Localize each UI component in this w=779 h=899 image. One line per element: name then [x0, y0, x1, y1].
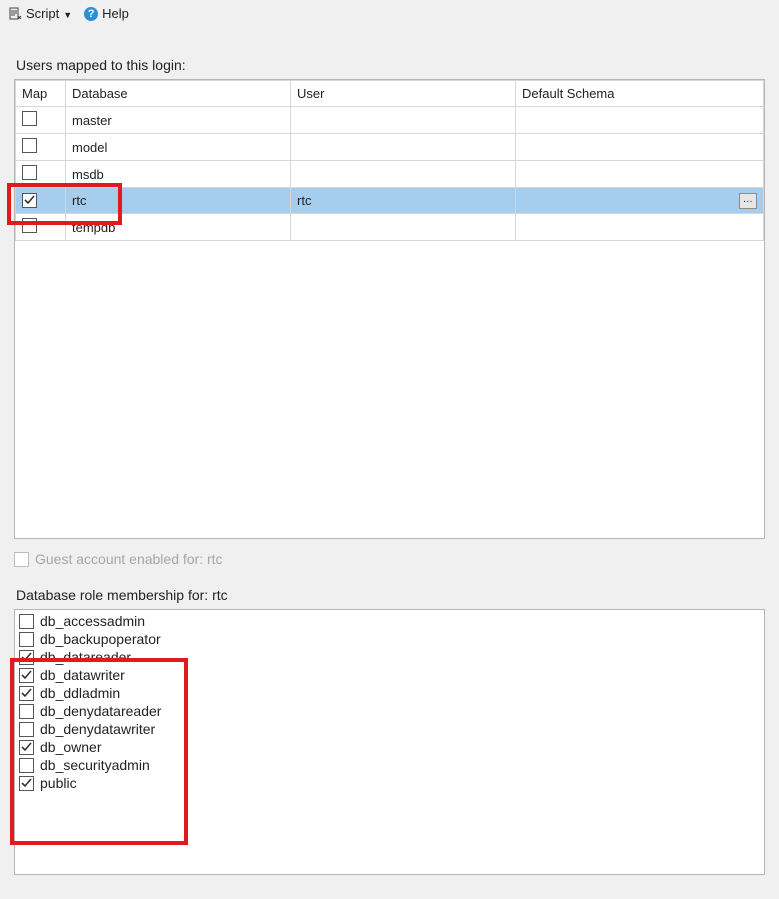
map-checkbox[interactable]	[22, 111, 37, 126]
role-row[interactable]: db_datawriter	[17, 666, 762, 684]
role-label: public	[40, 775, 77, 791]
map-checkbox[interactable]	[22, 165, 37, 180]
role-label: db_backupoperator	[40, 631, 161, 647]
map-cell	[16, 107, 66, 134]
table-row[interactable]: tempdb	[16, 214, 764, 241]
database-cell[interactable]: msdb	[66, 161, 291, 188]
user-cell[interactable]	[291, 134, 516, 161]
users-grid-header: Map Database User Default Schema	[16, 81, 764, 107]
role-checkbox[interactable]	[19, 758, 34, 773]
role-row[interactable]: db_backupoperator	[17, 630, 762, 648]
table-row[interactable]: msdb	[16, 161, 764, 188]
users-grid-container: Map Database User Default Schema masterm…	[14, 79, 765, 539]
role-label: db_denydatawriter	[40, 721, 155, 737]
roles-listbox: db_accessadmin db_backupoperator db_datare…	[14, 609, 765, 875]
role-checkbox[interactable]	[19, 686, 34, 701]
role-label: db_owner	[40, 739, 102, 755]
col-header-map[interactable]: Map	[16, 81, 66, 107]
role-row[interactable]: db_datareader	[17, 648, 762, 666]
database-cell[interactable]: model	[66, 134, 291, 161]
role-label: db_securityadmin	[40, 757, 150, 773]
browse-schema-button[interactable]: ...	[739, 193, 757, 209]
role-label: db_ddladmin	[40, 685, 120, 701]
role-label: db_accessadmin	[40, 613, 145, 629]
database-cell[interactable]: rtc	[66, 188, 291, 214]
help-icon: ?	[84, 7, 98, 21]
users-grid: Map Database User Default Schema masterm…	[15, 80, 764, 241]
help-button[interactable]: ? Help	[84, 6, 129, 21]
role-checkbox[interactable]	[19, 704, 34, 719]
map-checkbox[interactable]	[22, 218, 37, 233]
map-cell	[16, 188, 66, 214]
map-cell	[16, 214, 66, 241]
role-row[interactable]: db_owner	[17, 738, 762, 756]
role-label: db_datareader	[40, 649, 131, 665]
map-checkbox[interactable]	[22, 193, 37, 208]
guest-label: Guest account enabled for: rtc	[35, 551, 223, 567]
script-dropdown[interactable]: Script ▼	[8, 6, 72, 21]
schema-cell[interactable]: ...	[516, 188, 764, 214]
map-cell	[16, 134, 66, 161]
role-checkbox[interactable]	[19, 614, 34, 629]
map-checkbox[interactable]	[22, 138, 37, 153]
role-checkbox[interactable]	[19, 722, 34, 737]
caret-down-icon: ▼	[63, 10, 72, 20]
user-cell[interactable]	[291, 107, 516, 134]
content-area: Users mapped to this login: Map Database…	[0, 27, 779, 889]
role-checkbox[interactable]	[19, 740, 34, 755]
schema-cell[interactable]	[516, 107, 764, 134]
role-row[interactable]: db_securityadmin	[17, 756, 762, 774]
schema-cell[interactable]	[516, 214, 764, 241]
map-cell	[16, 161, 66, 188]
table-row[interactable]: master	[16, 107, 764, 134]
help-label: Help	[102, 6, 129, 21]
user-cell[interactable]	[291, 214, 516, 241]
role-checkbox[interactable]	[19, 632, 34, 647]
role-row[interactable]: public	[17, 774, 762, 792]
role-checkbox[interactable]	[19, 668, 34, 683]
role-checkbox[interactable]	[19, 650, 34, 665]
script-label: Script	[26, 6, 59, 21]
roles-section-label: Database role membership for: rtc	[16, 587, 765, 603]
role-checkbox[interactable]	[19, 776, 34, 791]
user-cell[interactable]: rtc	[291, 188, 516, 214]
database-cell[interactable]: master	[66, 107, 291, 134]
role-label: db_datawriter	[40, 667, 125, 683]
script-icon	[8, 7, 22, 21]
schema-cell[interactable]	[516, 134, 764, 161]
role-row[interactable]: db_accessadmin	[17, 612, 762, 630]
toolbar: Script ▼ ? Help	[0, 0, 779, 27]
role-row[interactable]: db_ddladmin	[17, 684, 762, 702]
table-row[interactable]: model	[16, 134, 764, 161]
role-label: db_denydatareader	[40, 703, 161, 719]
guest-checkbox	[14, 552, 29, 567]
table-row[interactable]: rtcrtc...	[16, 188, 764, 214]
users-mapped-label: Users mapped to this login:	[16, 57, 765, 73]
schema-cell[interactable]	[516, 161, 764, 188]
col-header-user[interactable]: User	[291, 81, 516, 107]
col-header-schema[interactable]: Default Schema	[516, 81, 764, 107]
user-cell[interactable]	[291, 161, 516, 188]
database-cell[interactable]: tempdb	[66, 214, 291, 241]
role-row[interactable]: db_denydatareader	[17, 702, 762, 720]
guest-account-row: Guest account enabled for: rtc	[14, 551, 765, 567]
col-header-database[interactable]: Database	[66, 81, 291, 107]
role-row[interactable]: db_denydatawriter	[17, 720, 762, 738]
